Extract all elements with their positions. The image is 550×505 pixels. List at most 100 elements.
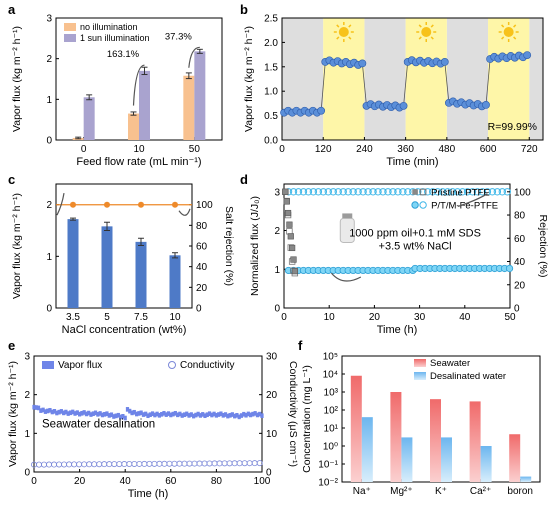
x-tick-label: 60 bbox=[165, 476, 177, 487]
legend-label: Desalinated water bbox=[430, 371, 506, 382]
modified-rejection-point bbox=[319, 188, 328, 196]
increase-arrow bbox=[188, 46, 200, 68]
modified-rejection-point bbox=[453, 188, 462, 196]
rejection-axis-pointer bbox=[457, 193, 488, 208]
vapor-flux-mark bbox=[187, 413, 191, 418]
conductivity-point bbox=[146, 460, 153, 467]
vapor-flux-mark bbox=[43, 409, 47, 414]
sun-ray bbox=[336, 24, 340, 28]
bar-desalinated-water bbox=[520, 476, 532, 482]
y-tick-label: 1.0 bbox=[264, 87, 278, 98]
salt-rejection-point bbox=[104, 201, 110, 208]
y-tick-label: 0 bbox=[274, 304, 280, 315]
sun-icon bbox=[338, 27, 349, 37]
sun-ray bbox=[418, 24, 422, 28]
modified-rejection-point bbox=[364, 188, 372, 196]
vapor-flux-mark bbox=[50, 409, 54, 415]
y-tick-label: 10⁴ bbox=[323, 370, 338, 381]
conductivity-point bbox=[251, 460, 258, 467]
vapor-flux-mark bbox=[130, 410, 134, 416]
sun-icon bbox=[503, 27, 514, 37]
vapor-flux-mark bbox=[253, 411, 257, 416]
panel-letter-e: e bbox=[8, 338, 15, 353]
vapor-flux-mark bbox=[137, 411, 141, 416]
vapor-flux-mark bbox=[244, 412, 248, 418]
panel-letter-b: b bbox=[240, 2, 248, 17]
x-tick-label: 0 bbox=[279, 144, 285, 155]
bar-1-sun bbox=[83, 97, 95, 140]
modified-rejection-point bbox=[344, 188, 352, 196]
bar-vapor-flux bbox=[101, 226, 113, 308]
vapor-flux-mark bbox=[150, 411, 155, 417]
modified-rejection-point bbox=[389, 188, 397, 196]
y-tick-label: 10⁻² bbox=[318, 478, 338, 489]
y-tick-label: 10⁻¹ bbox=[318, 460, 338, 471]
conductivity-point bbox=[131, 460, 138, 467]
conductivity-point bbox=[161, 460, 168, 467]
y-right-tick-label: 40 bbox=[196, 262, 208, 273]
legend-marker bbox=[419, 188, 427, 196]
vapor-flux-mark bbox=[146, 413, 150, 419]
vapor-flux-mark bbox=[128, 408, 132, 414]
vapor-flux-mark bbox=[59, 409, 63, 414]
y-axis-label: Normalized flux (J/J₀) bbox=[249, 196, 261, 296]
y-axis-label: Vapor flux (kg m⁻² h⁻¹) bbox=[11, 26, 23, 132]
x-tick-label: 0 bbox=[281, 312, 287, 323]
y-tick-label: 10⁵ bbox=[323, 352, 338, 363]
vapor-flux-mark bbox=[116, 412, 120, 418]
y-tick-label: 2.5 bbox=[264, 14, 278, 25]
vapor-flux-mark bbox=[230, 412, 234, 417]
conductivity-point bbox=[156, 460, 163, 467]
pristine-flux-point bbox=[291, 268, 298, 275]
conductivity-point bbox=[101, 461, 108, 468]
modified-rejection-point bbox=[433, 188, 442, 196]
conductivity-point bbox=[166, 460, 173, 467]
vapor-flux-mark bbox=[119, 414, 123, 420]
conductivity-point bbox=[141, 460, 148, 467]
conductivity-point bbox=[171, 460, 178, 467]
modified-rejection-point bbox=[394, 188, 402, 196]
vapor-flux-mark bbox=[157, 412, 161, 418]
vapor-flux-mark bbox=[62, 410, 66, 416]
modified-rejection-point bbox=[483, 188, 492, 196]
y-tick-label: 0.5 bbox=[264, 111, 278, 122]
modified-rejection-point bbox=[304, 188, 313, 196]
sun-ray bbox=[513, 24, 517, 28]
rejection-annotation: R=99.99% bbox=[488, 121, 537, 133]
vapor-flux-mark bbox=[171, 411, 175, 417]
x-tick-label: Na⁺ bbox=[353, 486, 371, 497]
modified-rejection-point bbox=[349, 188, 357, 196]
vapor-flux-mark bbox=[135, 411, 139, 417]
y-tick-label: 10⁰ bbox=[323, 442, 338, 453]
x-axis-label: Time (h) bbox=[377, 324, 418, 336]
x-tick-label: 10 bbox=[324, 312, 336, 323]
sun-ray bbox=[501, 36, 505, 40]
x-tick-label: Ca²⁺ bbox=[470, 486, 491, 497]
modified-rejection-point bbox=[289, 188, 298, 196]
vapor-flux-mark bbox=[185, 411, 189, 417]
axis-pointer-left bbox=[56, 193, 65, 216]
vapor-flux-mark bbox=[107, 413, 111, 418]
y-right-tick-label: 80 bbox=[514, 211, 526, 222]
increase-annotation: 37.3% bbox=[165, 31, 192, 42]
bar-1-sun bbox=[194, 51, 206, 141]
bar-seawater bbox=[390, 392, 402, 482]
vapor-flux-mark bbox=[173, 410, 177, 416]
y-tick-label: 1.5 bbox=[264, 62, 278, 73]
legend-label: P/T/M-Fe-PTFE bbox=[431, 201, 498, 212]
vapor-flux-mark bbox=[192, 413, 196, 419]
modified-rejection-point bbox=[324, 188, 332, 196]
vapor-flux-mark bbox=[212, 411, 216, 417]
vapor-flux-mark bbox=[66, 411, 70, 416]
flux-line bbox=[283, 54, 528, 114]
vapor-flux-mark bbox=[112, 414, 116, 419]
dark-period bbox=[529, 18, 543, 140]
bar-seawater bbox=[430, 399, 441, 482]
vapor-flux-mark bbox=[166, 411, 171, 416]
y-right-tick-label: 100 bbox=[514, 187, 531, 198]
vapor-flux-mark bbox=[52, 409, 57, 414]
conductivity-point bbox=[111, 461, 118, 468]
dark-period bbox=[282, 18, 324, 140]
y-tick-label: 0 bbox=[46, 136, 52, 147]
